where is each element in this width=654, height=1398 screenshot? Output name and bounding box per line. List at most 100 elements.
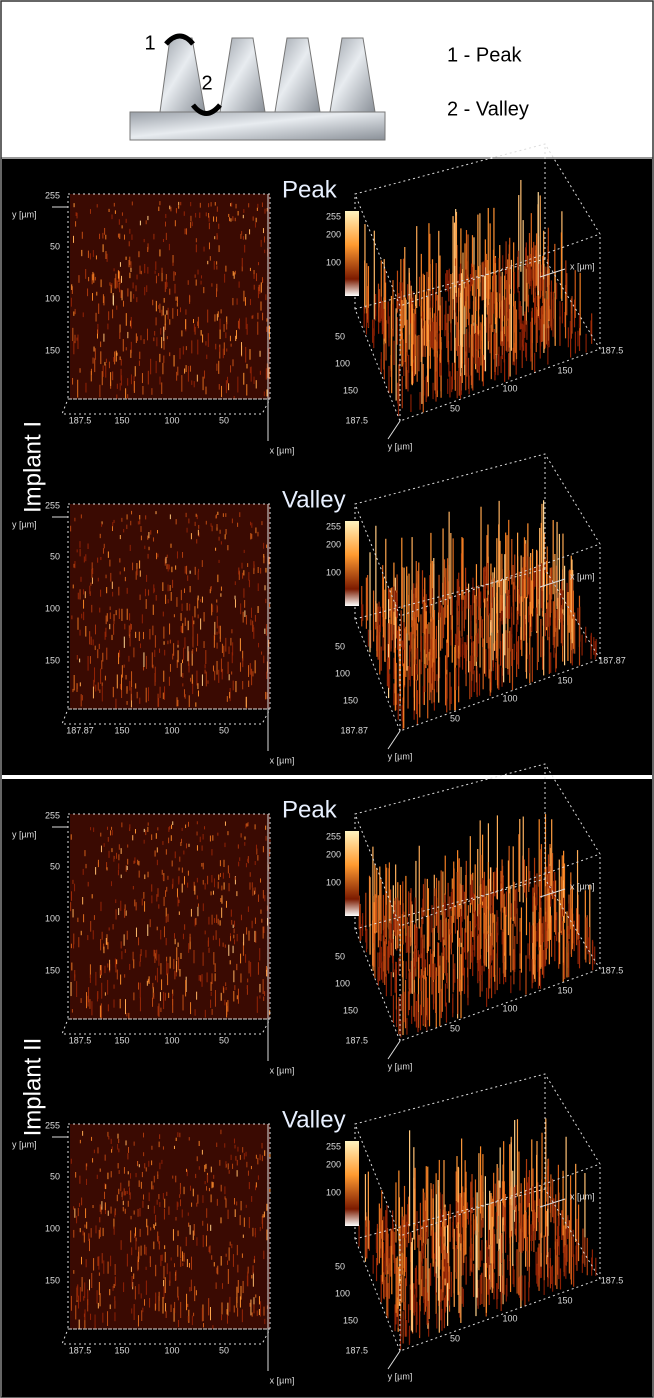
x-tick-label: 50 xyxy=(450,713,460,723)
x-tick-label: 50 xyxy=(219,415,229,425)
z-tick-label: 200 xyxy=(326,229,341,239)
x-tick-label: 187.5 xyxy=(601,965,624,975)
view-label: Peak xyxy=(282,796,338,823)
y-axis-label: y [µm] xyxy=(388,1061,413,1071)
x-tick-label: 50 xyxy=(450,1333,460,1343)
y-tick-label: 100 xyxy=(335,358,350,368)
color-bar xyxy=(345,831,359,916)
surface-map xyxy=(70,194,270,399)
color-bar xyxy=(345,211,359,296)
y-tick-label: 100 xyxy=(335,1288,350,1298)
x-tick-label: 150 xyxy=(114,725,129,735)
x-tick-label: 150 xyxy=(114,1035,129,1045)
valley-marker xyxy=(191,103,222,116)
y-tick-label: 150 xyxy=(343,695,358,705)
z-tick-label: 255 xyxy=(326,521,341,531)
valley-number: 2 xyxy=(201,72,212,94)
z-tick-label: 100 xyxy=(326,257,341,267)
x-tick-label: 150 xyxy=(557,985,572,995)
axis-arrow xyxy=(387,730,401,750)
y-tick-label: 100 xyxy=(335,978,350,988)
x-tick-label: 50 xyxy=(219,725,229,735)
x-axis-label: x [µm] xyxy=(570,571,595,581)
y-axis-label: y [µm] xyxy=(12,209,37,219)
z-tick-label: 100 xyxy=(326,567,341,577)
x-tick-label: 150 xyxy=(557,1295,572,1305)
axis-arrow xyxy=(539,888,566,898)
y-tick-label: 150 xyxy=(343,1315,358,1325)
y-tick-label: 100 xyxy=(45,603,60,613)
surface-map xyxy=(70,814,270,1019)
y-axis-label: y [µm] xyxy=(388,441,413,451)
y-tick-label: 50 xyxy=(50,861,60,871)
x-tick-label: 50 xyxy=(219,1035,229,1045)
z-tick-label: 255 xyxy=(326,831,341,841)
z-tick-label: 100 xyxy=(326,1187,341,1197)
y-tick-label: 255 xyxy=(45,190,60,200)
color-bar xyxy=(345,521,359,606)
x-tick-label: 100 xyxy=(164,1035,179,1045)
y-tick-label: 255 xyxy=(45,1120,60,1130)
x-axis-label: x [µm] xyxy=(570,881,595,891)
y-tick-label: 187.5 xyxy=(345,1345,368,1355)
color-bar xyxy=(345,1141,359,1226)
x-axis-label: x [µm] xyxy=(270,1065,295,1075)
peak-marker xyxy=(164,33,195,46)
x-tick-label: 100 xyxy=(502,383,517,393)
x-tick-label: 100 xyxy=(164,725,179,735)
surface-row: 255 50 100 150 y [µm] 187.5 150 100 50 x [µm] Peak… xyxy=(12,143,623,455)
substrate xyxy=(129,111,386,141)
y-tick-label: 50 xyxy=(335,641,345,651)
y-tick-label: 50 xyxy=(50,551,60,561)
x-tick-label: 150 xyxy=(557,365,572,375)
y-tick-label: 50 xyxy=(50,1171,60,1181)
y-axis-label: y [µm] xyxy=(12,829,37,839)
x-tick-label: 100 xyxy=(502,693,517,703)
surface-map xyxy=(70,504,270,709)
thread-tooth xyxy=(274,37,321,113)
surface-row: 255 50 100 150 y [µm] 187.5 150 100 50 x [µm] Peak… xyxy=(12,763,624,1075)
x-axis-label: x [µm] xyxy=(570,261,595,271)
axis-arrow xyxy=(387,1040,401,1060)
axis-arrow xyxy=(387,420,401,440)
thread-tooth xyxy=(219,37,266,113)
x-axis-label: x [µm] xyxy=(270,445,295,455)
y-tick-label: 50 xyxy=(335,951,345,961)
thread-tooth xyxy=(159,37,206,113)
x-tick-label: 50 xyxy=(450,1023,460,1033)
x-tick-label: 50 xyxy=(219,1345,229,1355)
y-tick-label: 150 xyxy=(45,345,60,355)
x-tick-label: 100 xyxy=(502,1003,517,1013)
z-tick-label: 200 xyxy=(326,1159,341,1169)
y-tick-label: 150 xyxy=(343,1005,358,1015)
group-label: Implant I xyxy=(19,421,46,513)
thread-tooth xyxy=(329,37,376,113)
x-axis-label: x [µm] xyxy=(270,1375,295,1385)
x-tick-label: 187.5 xyxy=(69,1035,92,1045)
x-tick-label: 50 xyxy=(450,403,460,413)
x-axis-label: x [µm] xyxy=(570,1191,595,1201)
axis-arrow xyxy=(539,268,566,278)
bounding-box xyxy=(354,1073,601,1237)
y-tick-label: 187.87 xyxy=(340,725,368,735)
y-tick-label: 50 xyxy=(335,1261,345,1271)
group-label: Implant II xyxy=(19,1038,46,1137)
legend-item: 1 - Peak xyxy=(447,44,522,66)
bounding-box xyxy=(354,143,601,307)
y-tick-label: 50 xyxy=(335,331,345,341)
y-axis-label: y [µm] xyxy=(388,1371,413,1381)
x-tick-label: 187.5 xyxy=(601,1275,624,1285)
y-axis-label: y [µm] xyxy=(12,519,37,529)
x-tick-label: 100 xyxy=(164,1345,179,1355)
bounding-box xyxy=(354,453,601,617)
z-tick-label: 255 xyxy=(326,1141,341,1151)
x-tick-label: 150 xyxy=(114,415,129,425)
x-tick-label: 187.5 xyxy=(69,1345,92,1355)
view-label: Valley xyxy=(282,486,346,513)
x-tick-label: 150 xyxy=(114,1345,129,1355)
y-tick-label: 50 xyxy=(50,241,60,251)
axis-arrow xyxy=(539,1198,566,1208)
legend-item: 2 - Valley xyxy=(447,98,529,120)
